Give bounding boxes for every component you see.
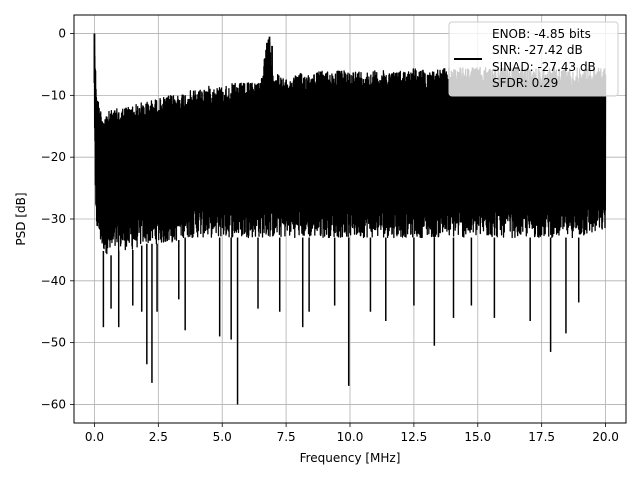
- legend-line-sfdr: SFDR: 0.29: [492, 76, 558, 90]
- x-tick-label: 2.5: [149, 430, 168, 444]
- y-tick-label: −50: [41, 336, 66, 350]
- y-axis-ticks: 0 −10 −20 −30 −40 −50 −60: [41, 27, 74, 411]
- x-axis-label: Frequency [MHz]: [300, 451, 401, 465]
- legend-box: [448, 21, 619, 97]
- x-tick-label: 12.5: [401, 430, 428, 444]
- y-tick-label: −30: [41, 212, 66, 226]
- x-tick-label: 7.5: [277, 430, 296, 444]
- y-tick-label: 0: [58, 27, 66, 41]
- series-layer: [93, 33, 607, 405]
- x-tick-label: 20.0: [592, 430, 619, 444]
- x-tick-label: 5.0: [213, 430, 232, 444]
- legend-line-sinad: SINAD: -27.43 dB: [492, 60, 596, 74]
- x-axis-ticks: 0.0 2.5 5.0 7.5 10.0 12.5 15.0 17.5 20.0: [85, 423, 619, 444]
- y-tick-label: −10: [41, 88, 66, 102]
- legend-line-snr: SNR: -27.42 dB: [492, 43, 583, 57]
- x-tick-label: 10.0: [337, 430, 364, 444]
- legend: ENOB: -4.85 bits SNR: -27.42 dB SINAD: -…: [448, 21, 619, 97]
- x-tick-label: 17.5: [528, 430, 555, 444]
- psd-series-line: [93, 39, 607, 255]
- y-tick-label: −20: [41, 150, 66, 164]
- x-tick-label: 15.0: [464, 430, 491, 444]
- legend-line-enob: ENOB: -4.85 bits: [492, 27, 591, 41]
- y-axis-label: PSD [dB]: [14, 192, 28, 245]
- y-tick-label: −40: [41, 274, 66, 288]
- x-tick-label: 0.0: [85, 430, 104, 444]
- y-tick-label: −60: [41, 397, 66, 411]
- plot-area: [93, 33, 607, 405]
